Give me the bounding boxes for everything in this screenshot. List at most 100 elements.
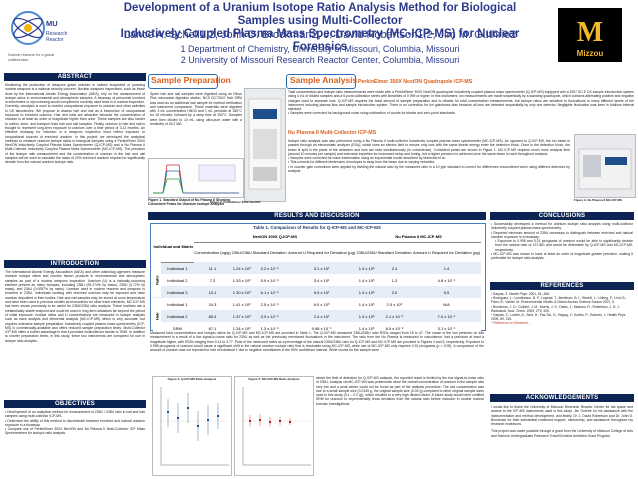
table-cell-r2: 1.4 x 10³	[358, 289, 375, 295]
objectives-list: • Development of an analytical method fo…	[5, 410, 145, 475]
table-row: SRM 67.1 1.34 x 10³ 1.3 x 10⁻⁵ 9.98 x 10⁻¹ 1.…	[153, 322, 481, 334]
table-cell-sd1: 2.5 x 10⁻⁵	[260, 301, 279, 307]
table-cell-r2: 1.4 x 10³	[358, 325, 375, 331]
table-cell-a2: 7.0 x 10⁻¹	[437, 313, 456, 319]
perkinelmer-subheading: PerkinElmer 300X NexION Quadrupole ICP-M…	[358, 79, 473, 85]
sample-analysis-heading: Sample Analysis	[290, 75, 358, 85]
table-cell-sd2: 8.9 x 10⁻²	[385, 325, 404, 331]
mu-research-reactor-logo: MU Research Reactor Nuclear research for…	[6, 4, 92, 66]
table-cell-sd1: 5.9 x 10⁻⁵	[260, 277, 279, 283]
table-cell-a1: 5.9 x 10¹	[313, 289, 330, 295]
results-table-frame	[150, 223, 486, 331]
table-cell-conc: 67.1	[208, 325, 217, 331]
svg-text:Nuclear research for a global: Nuclear research for a global	[8, 53, 54, 57]
poster-title: Development of a Uranium Isotope Ratio A…	[100, 2, 540, 54]
nu-plasma-bullet: • In counter gain corrections were appli…	[288, 164, 570, 174]
svg-text:Reactor: Reactor	[46, 37, 64, 43]
objective-item: • Development of an analytical method fo…	[5, 410, 145, 419]
perkinelmer-instrument-photo	[244, 88, 286, 202]
objective-item: • Determine the ability of this method t…	[5, 418, 145, 427]
references-header: REFERENCES	[490, 282, 634, 290]
acknowledgements-grant: This project was made possible through a…	[491, 429, 633, 438]
nu-plasma-bullet: • Samples were corrected for mass fracti…	[288, 156, 446, 161]
results-header: RESULTS AND DISCUSSION	[148, 212, 486, 220]
nuplasma-group-header: Nu Plasma II MC-ICP-MS	[356, 232, 481, 243]
sample-prep-heading: Sample Preparation	[151, 75, 231, 85]
table-cell-name: Individual 1	[167, 301, 188, 307]
table-cell-a2: 4.8 x 10⁻¹	[437, 277, 456, 283]
table-cell-sd1: 2.2 x 10⁻⁵	[260, 265, 279, 271]
nu-plasma-instrument-photo	[574, 134, 636, 198]
figure-2-caption: Figure 2. PerkinElmer 300X NexION	[210, 200, 261, 204]
col-amount-header: Amount U Required for Deviation (μg)	[288, 249, 356, 255]
table-cell-r2: 1.4 x 10³	[358, 313, 375, 319]
table-cell-r2: 1.4 x 10³	[358, 265, 375, 271]
conclusion-item: • MC-ICP-MS was shown to have at least a…	[491, 252, 633, 261]
table-cell-conc: 80.4	[208, 313, 217, 319]
authors: Lance A. Schell1,2, John D. Brockman2, J…	[123, 29, 517, 41]
title-line-2: Inductively Coupled Plasma Mass Spectrom…	[120, 28, 520, 53]
reference-item: ¹ Karpas, Z. Health Phys. 2001, 81, 466.	[491, 292, 550, 296]
table-cell-name: Individual 2	[167, 277, 188, 283]
table-cell-sd2: 2.0	[391, 289, 398, 295]
svg-text:Research: Research	[46, 31, 68, 37]
table-title: Table 1. Comparison of Results for Q-ICP…	[253, 225, 381, 230]
table-header-group-row: Individual and Matrix NexION 300X Q-ICP-…	[153, 232, 481, 263]
table-cell-sd1: 3.9 x 10⁻⁵	[260, 313, 279, 319]
table-cell-conc: 7.2	[209, 277, 216, 283]
affiliations: 1 Department of Chemistry, University of…	[100, 44, 540, 66]
svg-text:M: M	[577, 17, 603, 48]
col-individual-header: Individual and Matrix	[153, 232, 194, 263]
table-header-row: Concentration (ng/g) 235U/238U Standard …	[153, 242, 481, 262]
table-cell-a2: N/A	[443, 301, 450, 307]
table-cell-a1: 3.4 x 10¹	[313, 277, 330, 283]
results-table: Individual and Matrix NexION 300X Q-ICP-…	[153, 232, 481, 334]
affiliation-2: 2 University of Missouri Research Reacto…	[180, 55, 460, 65]
svg-text:collaboration: collaboration	[8, 58, 28, 62]
references-list: ¹ Karpas, Z. Health Phys. 2001, 81, 466.…	[491, 292, 633, 352]
conclusion-item: • Successfully developed a method for ur…	[491, 222, 633, 231]
reference-item: ⁵ Reference for Marechal...	[491, 321, 531, 326]
table-cell-a1: 9.98 x 10⁻¹	[311, 325, 332, 331]
svg-text:Mizzou: Mizzou	[577, 49, 604, 58]
reference-item: ³ Brockman, J. D.; Guthrie, J. M.; Morri…	[491, 304, 620, 313]
table-cell-r1: 1.34 x 10³	[232, 325, 251, 331]
row-group-nails: Nails	[153, 262, 161, 298]
row-group-hair: Hair	[153, 298, 161, 334]
sample-prep-section: Sample Preparation	[148, 74, 282, 89]
nu-plasma-bullet: • This corrects for different tendencies…	[288, 160, 436, 165]
perkinelmer-text: Total concentration and isotope ratio me…	[288, 90, 634, 132]
table-cell-a2: 3.1 x 10⁻¹	[437, 325, 456, 331]
figure-4-caption: Figure 4: Q-ICP-MS Ratio Analysis	[167, 377, 217, 381]
table-cell-r1: 1.24 x 10³	[232, 265, 251, 271]
conclusion-item: • Reported minimum amount of 235U necess…	[491, 230, 633, 239]
table-cell-sd1: 6.1 x 10⁻⁵	[260, 289, 279, 295]
table-cell-name: Individual 1	[167, 265, 188, 271]
coincident-peaks-figure	[148, 158, 244, 198]
col-amount2-header: Amount U Required for Deviation (μg)	[412, 249, 480, 255]
nu-plasma-paragraph: Isotope ratio analysis was also performe…	[288, 139, 570, 156]
figure-1-caption: Figure 1. Standard Output of Nu Plasma I…	[148, 198, 231, 207]
table-cell-a2: 1.4	[443, 265, 450, 271]
figure-4-chart: Figure 4: Q-ICP-MS Ratio Analysis	[152, 376, 232, 476]
abstract-header: ABSTRACT	[4, 73, 146, 81]
table-row: Nails Individual 1 11.1 1.24 x 10³ 2.2 x 10⁻…	[153, 262, 481, 298]
table-body: Nails Individual 1 11.1 1.24 x 10³ 2.2 x 10⁻…	[153, 262, 481, 334]
nu-plasma-subheading: Nu Plasma II Multi-Collector ICP-MS	[288, 130, 377, 136]
table-cell-sd2: 2.4	[391, 265, 398, 271]
objectives-header: OBJECTIVES	[4, 400, 146, 408]
perkinelmer-paragraph: Total concentration and isotope ratio me…	[288, 90, 634, 112]
table-cell-r1: 1.37 x 10³	[232, 313, 251, 319]
col-sd-header: Standard Deviation	[252, 249, 287, 255]
table-cell-conc: 24.3	[208, 301, 217, 307]
table-cell-r1: 1.41 x 10³	[232, 301, 251, 307]
col-ratio-header: 235U/238U	[231, 249, 252, 255]
col-sd2-header: Standard Deviation	[377, 249, 412, 255]
introduction-text: The International Atomic Energy Associat…	[5, 270, 145, 343]
svg-text:MU: MU	[46, 19, 58, 28]
perkinelmer-bullet: • Samples were corrected for background …	[288, 111, 456, 116]
acknowledgements-header: ACKNOWLEDGEMENTS	[490, 394, 634, 402]
introduction-header: INTRODUCTION	[4, 260, 146, 268]
table-row: Individual 3 10.1 1.30 x 10³ 6.1 x 10⁻⁵ 5.9 …	[153, 286, 481, 298]
sample-analysis-tab	[286, 74, 356, 89]
